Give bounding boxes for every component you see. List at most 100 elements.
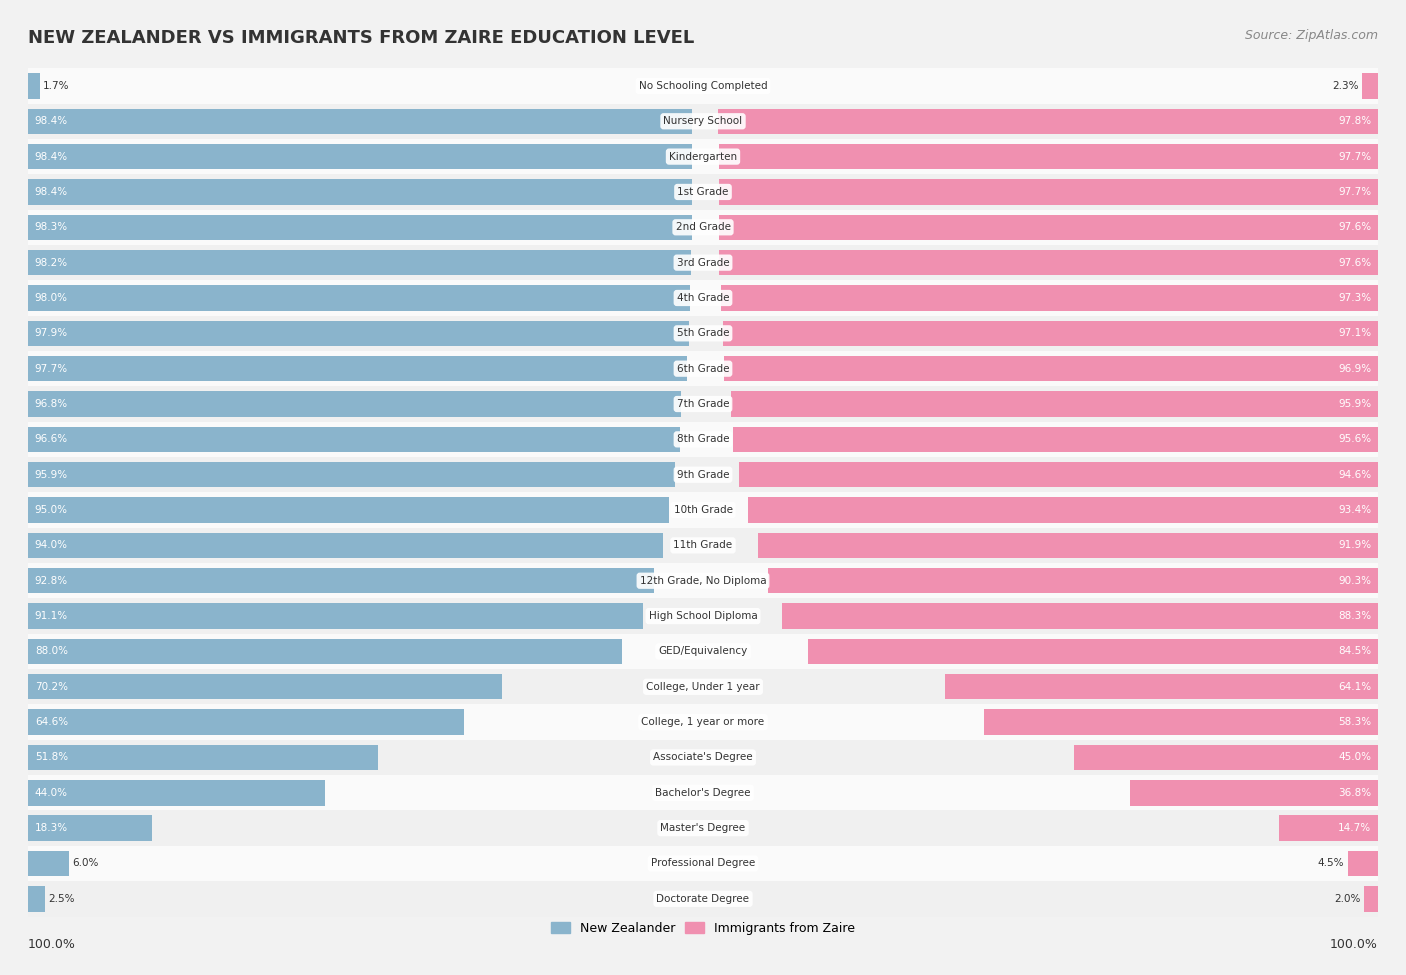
Bar (724, 356, 1378, 381)
Bar (748, 497, 1378, 523)
Bar (721, 286, 1378, 311)
Text: 18.3%: 18.3% (35, 823, 67, 834)
Bar (28, 286, 689, 311)
Bar (807, 639, 1378, 664)
Bar (28, 144, 692, 170)
Text: 97.7%: 97.7% (1339, 187, 1371, 197)
Bar (28, 356, 688, 381)
Bar (28, 210, 1378, 245)
Bar (28, 250, 690, 275)
Bar (718, 179, 1378, 205)
Text: 95.9%: 95.9% (35, 470, 67, 480)
Bar (28, 740, 1378, 775)
Bar (28, 564, 1378, 599)
Text: 1.7%: 1.7% (44, 81, 69, 91)
Bar (28, 568, 654, 594)
Bar (28, 497, 669, 523)
Text: 96.6%: 96.6% (35, 434, 67, 445)
Bar (28, 527, 1378, 564)
Text: 91.1%: 91.1% (35, 611, 67, 621)
Bar (28, 846, 1378, 881)
Text: 100.0%: 100.0% (1330, 938, 1378, 951)
Text: 88.3%: 88.3% (1339, 611, 1371, 621)
Text: 95.6%: 95.6% (1339, 434, 1371, 445)
Text: 2.5%: 2.5% (48, 894, 75, 904)
Bar (28, 532, 662, 558)
Bar (1362, 73, 1378, 98)
Text: 45.0%: 45.0% (1339, 753, 1371, 762)
Text: NEW ZEALANDER VS IMMIGRANTS FROM ZAIRE EDUCATION LEVEL: NEW ZEALANDER VS IMMIGRANTS FROM ZAIRE E… (28, 29, 695, 47)
Bar (28, 639, 621, 664)
Bar (28, 704, 1378, 740)
Text: 97.7%: 97.7% (35, 364, 67, 373)
Bar (740, 462, 1378, 488)
Text: 2.0%: 2.0% (1334, 894, 1361, 904)
Text: 90.3%: 90.3% (1339, 575, 1371, 586)
Text: 97.1%: 97.1% (1339, 329, 1371, 338)
Text: 97.7%: 97.7% (1339, 151, 1371, 162)
Text: 94.6%: 94.6% (1339, 470, 1371, 480)
Bar (718, 108, 1378, 134)
Text: 3rd Grade: 3rd Grade (676, 257, 730, 268)
Text: 64.6%: 64.6% (35, 717, 67, 727)
Text: 64.1%: 64.1% (1339, 682, 1371, 692)
Bar (28, 710, 464, 735)
Bar (28, 391, 682, 416)
Legend: New Zealander, Immigrants from Zaire: New Zealander, Immigrants from Zaire (546, 916, 860, 940)
Text: College, 1 year or more: College, 1 year or more (641, 717, 765, 727)
Bar (28, 674, 502, 699)
Text: 97.3%: 97.3% (1339, 292, 1371, 303)
Text: 1st Grade: 1st Grade (678, 187, 728, 197)
Bar (28, 745, 378, 770)
Bar (945, 674, 1378, 699)
Bar (28, 604, 643, 629)
Bar (28, 780, 325, 805)
Bar (720, 214, 1378, 240)
Bar (28, 851, 69, 877)
Bar (28, 427, 681, 452)
Text: 98.3%: 98.3% (35, 222, 67, 232)
Bar (28, 214, 692, 240)
Text: 6.0%: 6.0% (72, 858, 98, 869)
Text: 91.9%: 91.9% (1339, 540, 1371, 551)
Text: 98.4%: 98.4% (35, 151, 67, 162)
Text: 95.0%: 95.0% (35, 505, 67, 515)
Text: 95.9%: 95.9% (1339, 399, 1371, 410)
Text: 12th Grade, No Diploma: 12th Grade, No Diploma (640, 575, 766, 586)
Bar (718, 144, 1378, 170)
Bar (769, 568, 1378, 594)
Text: No Schooling Completed: No Schooling Completed (638, 81, 768, 91)
Text: 97.8%: 97.8% (1339, 116, 1371, 127)
Bar (28, 599, 1378, 634)
Text: 97.6%: 97.6% (1339, 257, 1371, 268)
Bar (28, 103, 1378, 138)
Bar (28, 73, 39, 98)
Bar (28, 245, 1378, 281)
Text: Kindergarten: Kindergarten (669, 151, 737, 162)
Bar (28, 886, 45, 912)
Text: GED/Equivalency: GED/Equivalency (658, 646, 748, 656)
Text: 100.0%: 100.0% (28, 938, 76, 951)
Text: Bachelor's Degree: Bachelor's Degree (655, 788, 751, 798)
Text: 5th Grade: 5th Grade (676, 329, 730, 338)
Text: 9th Grade: 9th Grade (676, 470, 730, 480)
Text: 98.4%: 98.4% (35, 187, 67, 197)
Bar (28, 351, 1378, 386)
Text: 98.4%: 98.4% (35, 116, 67, 127)
Text: Nursery School: Nursery School (664, 116, 742, 127)
Text: Master's Degree: Master's Degree (661, 823, 745, 834)
Bar (28, 386, 1378, 421)
Text: 7th Grade: 7th Grade (676, 399, 730, 410)
Bar (28, 457, 1378, 492)
Text: Source: ZipAtlas.com: Source: ZipAtlas.com (1244, 29, 1378, 42)
Text: 4.5%: 4.5% (1317, 858, 1344, 869)
Bar (28, 492, 1378, 527)
Text: 92.8%: 92.8% (35, 575, 67, 586)
Bar (733, 427, 1378, 452)
Text: 96.8%: 96.8% (35, 399, 67, 410)
Bar (28, 462, 675, 488)
Text: 96.9%: 96.9% (1339, 364, 1371, 373)
Text: 36.8%: 36.8% (1339, 788, 1371, 798)
Text: 98.2%: 98.2% (35, 257, 67, 268)
Bar (1347, 851, 1378, 877)
